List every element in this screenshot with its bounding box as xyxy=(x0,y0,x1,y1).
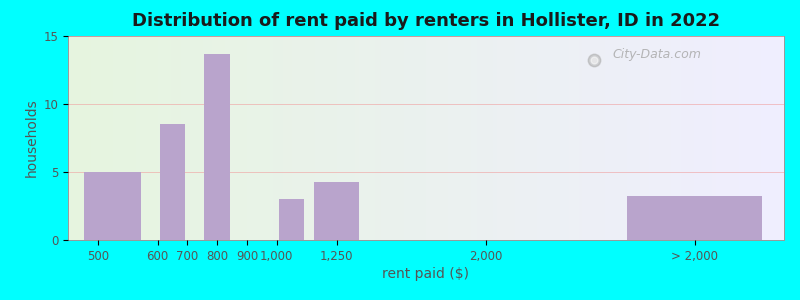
Bar xyxy=(205,54,230,240)
Bar xyxy=(314,182,359,240)
Y-axis label: households: households xyxy=(26,99,39,177)
Bar xyxy=(279,199,305,240)
X-axis label: rent paid ($): rent paid ($) xyxy=(382,267,470,281)
Title: Distribution of rent paid by renters in Hollister, ID in 2022: Distribution of rent paid by renters in … xyxy=(132,12,720,30)
Bar xyxy=(160,124,185,240)
Bar xyxy=(85,172,141,240)
Text: City-Data.com: City-Data.com xyxy=(612,48,701,61)
Bar xyxy=(627,196,762,240)
